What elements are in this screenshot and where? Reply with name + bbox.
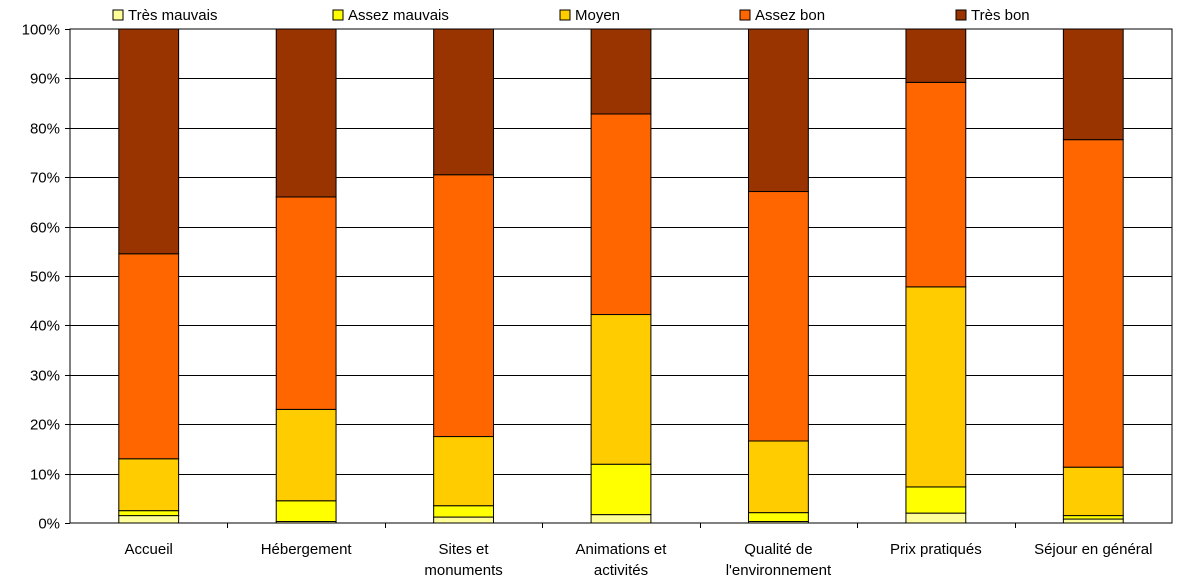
bar-segment [275, 196, 337, 410]
y-tick-labels: 0% 10% 20% 30% 40% 50% 60% 70% 80% 90% 100% [22, 22, 60, 533]
bar-segment [1062, 466, 1124, 517]
bar-segment [1062, 28, 1124, 141]
legend-swatch [559, 9, 571, 21]
legend-label: Très bon [971, 7, 1030, 24]
y-tick-label: 40% [30, 318, 60, 335]
bar-segment [905, 28, 967, 83]
bar-segment [905, 81, 967, 288]
axes [65, 29, 1016, 528]
x-category-label: l'environnement [726, 562, 832, 579]
bar-segment [433, 436, 494, 507]
bar-segment [433, 28, 494, 176]
x-category-label: Animations et [576, 541, 668, 558]
legend-label: Très mauvais [128, 7, 217, 24]
x-category-label: Accueil [125, 541, 173, 558]
y-tick-label: 30% [30, 368, 60, 385]
bar-segment [1062, 515, 1124, 520]
bar-segment [748, 28, 809, 193]
x-category-label: Séjour en général [1034, 541, 1152, 558]
legend-swatch [955, 9, 967, 21]
bar-segment [590, 113, 652, 316]
y-tick-label: 90% [30, 71, 60, 88]
legend-swatch [112, 9, 124, 21]
x-category-label: monuments [424, 562, 502, 579]
bar-segment [118, 510, 180, 517]
y-tick-label: 10% [30, 467, 60, 484]
legend-label: Assez mauvais [348, 7, 449, 24]
bars [118, 28, 1124, 524]
bar-segment [905, 486, 967, 514]
x-category-label: Prix pratiqués [890, 541, 982, 558]
bar-segment [433, 174, 494, 438]
legend-swatch [332, 9, 344, 21]
bar-segment [748, 440, 809, 514]
bar-segment [275, 500, 337, 523]
y-tick-label: 20% [30, 417, 60, 434]
bar-segment [1062, 518, 1124, 524]
x-category-label: Sites et [439, 541, 490, 558]
bar-segment [590, 28, 652, 115]
bar-segment [590, 314, 652, 465]
bar-segment [590, 463, 652, 516]
legend: Très mauvais Assez mauvais Moyen Assez bon T… [112, 7, 1030, 24]
y-tick-label: 60% [30, 220, 60, 237]
legend-label: Assez bon [755, 7, 825, 24]
x-category-labels: Accueil Hébergement Sites et monuments Anima… [125, 541, 1153, 579]
bar-segment [275, 28, 337, 198]
legend-label: Moyen [575, 7, 620, 24]
y-tick-label: 50% [30, 269, 60, 286]
bar-segment [748, 191, 809, 442]
x-category-label: Hébergement [261, 541, 353, 558]
bar-segment [118, 515, 180, 524]
bar-segment [590, 514, 652, 524]
y-tick-label: 70% [30, 170, 60, 187]
bar-segment [905, 512, 967, 524]
x-category-label: Qualité de [744, 541, 812, 558]
bar-segment [748, 512, 809, 523]
bar-segment [118, 253, 180, 460]
bar-segment [275, 408, 337, 502]
bar-segment [118, 458, 180, 512]
y-tick-label: 100% [22, 22, 60, 39]
bar-segment [118, 28, 180, 255]
x-category-label: activités [594, 562, 648, 579]
y-tick-label: 80% [30, 121, 60, 138]
bar-segment [905, 286, 967, 488]
legend-swatch [739, 9, 751, 21]
bar-segment [1062, 139, 1124, 468]
bar-segment [433, 516, 494, 524]
y-tick-label: 0% [38, 516, 60, 533]
bar-segment [433, 505, 494, 518]
